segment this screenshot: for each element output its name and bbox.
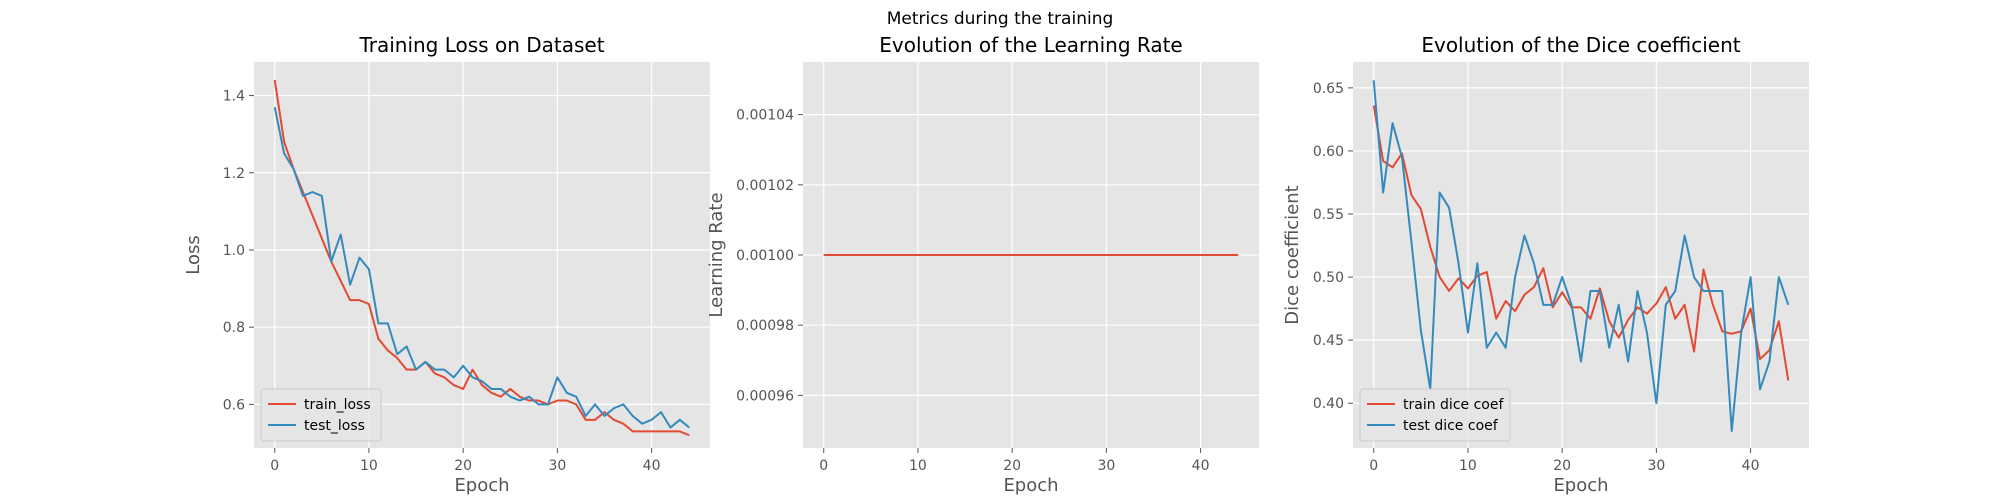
chart-training-loss: 0 10 20 30 40 0.6 0.8 1.0 1.2 1.4 Training Loss on… [183,33,710,496]
x-axis-label: Epoch [454,475,509,496]
x-tick-label: 40 [1742,458,1760,474]
x-tick-label: 30 [1647,458,1665,474]
x-tick-label: 30 [548,458,566,474]
x-tick-label: 40 [643,458,661,474]
series-line-train-loss [273,79,690,437]
x-tick-label: 40 [1192,458,1210,474]
legend-label: train dice coef [1403,397,1504,413]
y-tick-label: 0.00096 [736,388,794,404]
y-tick-label: 0.8 [223,320,245,336]
series-line-test-loss [273,106,690,429]
legend-frame [260,388,382,442]
y-tick-label: 1.0 [223,243,245,259]
y-tick-label: 0.00102 [736,178,794,194]
series-line-train-dice-coef [1372,105,1790,381]
y-tick-label: 0.00098 [736,318,794,334]
y-tick-label: 0.45 [1313,333,1344,349]
legend-label: test_loss [304,418,365,434]
series-line-test-dice-coef [1372,80,1790,432]
legend-frame [1359,388,1511,442]
y-axis-label: Learning Rate [706,192,727,317]
x-tick-label: 30 [1097,458,1115,474]
y-tick-label: 1.4 [223,89,245,105]
x-tick-label: 0 [1369,458,1378,474]
y-axis-label: Loss [183,235,204,274]
legend-label: test dice coef [1403,418,1499,434]
figure-suptitle: Metrics during the training [887,9,1114,29]
x-tick-label: 0 [819,458,828,474]
legend-label: train_loss [304,397,371,413]
y-tick-label: 0.50 [1313,270,1344,286]
chart-title: Training Loss on Dataset [358,33,604,57]
chart-dice-coefficient: 0 10 20 30 40 0.40 0.45 0.50 0.55 0.60 0.65 Evoluti… [1282,33,1809,496]
chart-learning-rate: 0 10 20 30 40 0.00096 0.00098 0.00100 0.00102 0.0… [706,33,1259,496]
y-tick-label: 0.65 [1313,81,1344,97]
y-tick-label: 0.00104 [736,108,794,124]
x-tick-label: 20 [1003,458,1021,474]
x-tick-label: 10 [909,458,927,474]
x-tick-label: 10 [1459,458,1477,474]
chart-title: Evolution of the Dice coefficient [1421,33,1740,57]
y-tick-label: 0.6 [223,397,245,413]
legend: train_loss test_loss [260,388,382,442]
x-axis-label: Epoch [1003,475,1058,496]
x-tick-label: 20 [1553,458,1571,474]
legend: train dice coef test dice coef [1359,388,1511,442]
y-axis-label: Dice coefficient [1282,185,1303,324]
y-tick-label: 1.2 [223,166,245,182]
y-tick-label: 0.55 [1313,207,1344,223]
x-tick-label: 10 [360,458,378,474]
y-tick-label: 0.60 [1313,144,1344,160]
x-axis-label: Epoch [1553,475,1608,496]
x-tick-label: 0 [270,458,279,474]
chart-title: Evolution of the Learning Rate [879,33,1182,57]
x-tick-label: 20 [454,458,472,474]
y-tick-label: 0.40 [1313,396,1344,412]
y-tick-label: 0.00100 [736,248,794,264]
